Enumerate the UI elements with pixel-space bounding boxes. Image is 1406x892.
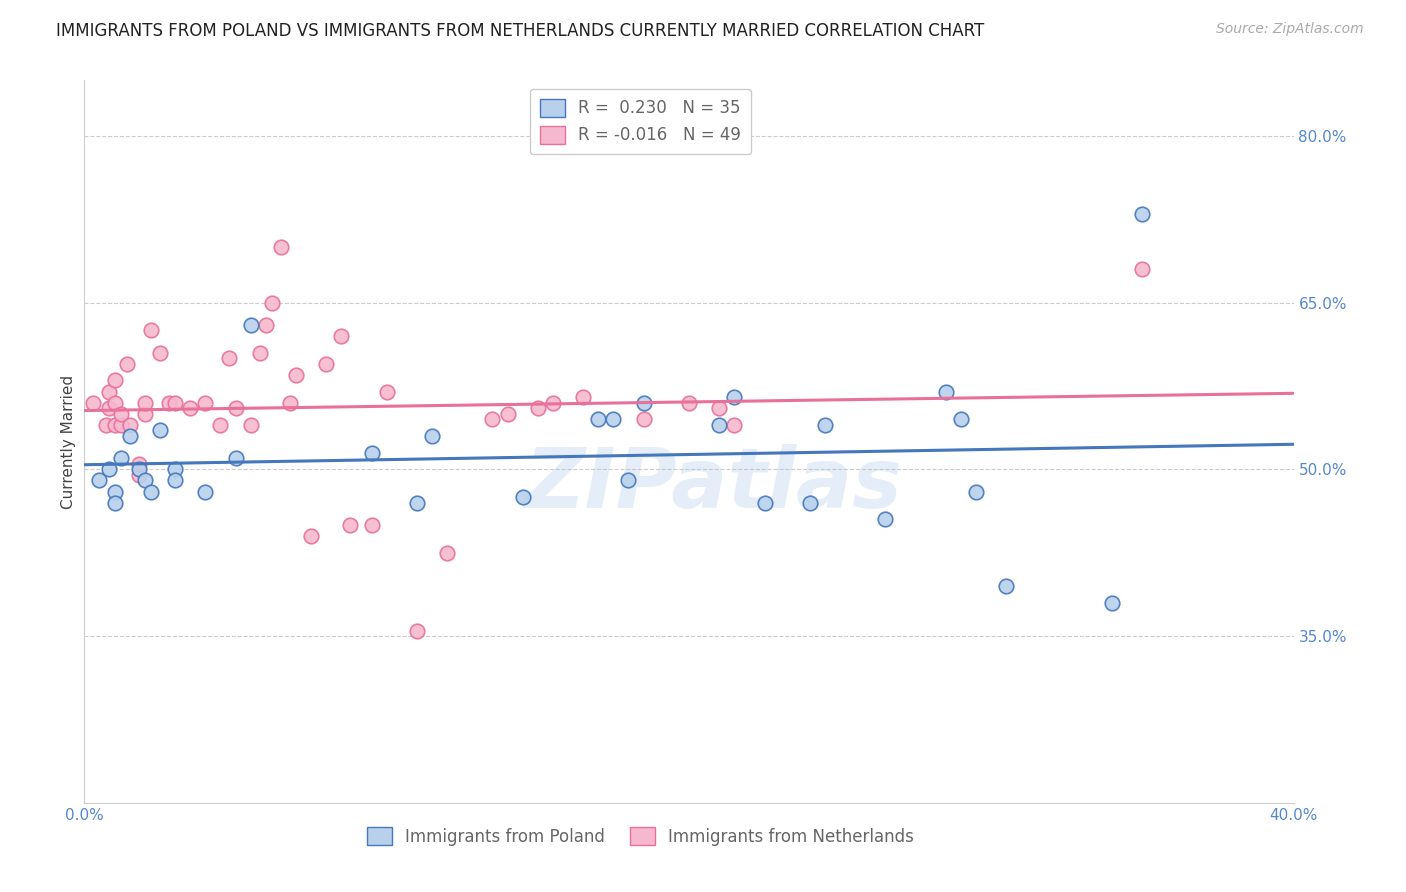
Text: Source: ZipAtlas.com: Source: ZipAtlas.com	[1216, 22, 1364, 37]
Point	[149, 424, 172, 438]
Point	[572, 390, 595, 404]
Point	[165, 395, 187, 409]
Point	[1101, 596, 1123, 610]
Point	[194, 395, 217, 409]
Legend: Immigrants from Poland, Immigrants from Netherlands: Immigrants from Poland, Immigrants from …	[360, 821, 921, 852]
Point	[128, 462, 150, 476]
Point	[104, 373, 127, 387]
Point	[149, 345, 172, 359]
Point	[139, 323, 162, 337]
Point	[225, 451, 247, 466]
Point	[104, 496, 127, 510]
Point	[260, 295, 283, 310]
Point	[299, 529, 322, 543]
Point	[89, 474, 111, 488]
Point	[110, 407, 132, 421]
Point	[225, 401, 247, 416]
Point	[406, 624, 429, 638]
Point	[375, 384, 398, 399]
Point	[315, 357, 337, 371]
Point	[481, 412, 503, 426]
Point	[360, 517, 382, 532]
Point	[139, 484, 162, 499]
Point	[94, 417, 117, 432]
Point	[420, 429, 443, 443]
Point	[512, 490, 534, 504]
Point	[128, 457, 150, 471]
Y-axis label: Currently Married: Currently Married	[60, 375, 76, 508]
Point	[134, 395, 156, 409]
Point	[875, 512, 897, 526]
Point	[97, 462, 120, 476]
Point	[588, 412, 610, 426]
Point	[436, 546, 458, 560]
Point	[254, 318, 277, 332]
Point	[118, 417, 141, 432]
Point	[709, 401, 731, 416]
Point	[209, 417, 232, 432]
Point	[104, 395, 127, 409]
Point	[104, 484, 127, 499]
Point	[541, 395, 564, 409]
Point	[165, 474, 187, 488]
Point	[128, 467, 150, 482]
Point	[965, 484, 987, 499]
Point	[82, 395, 104, 409]
Point	[194, 484, 217, 499]
Point	[678, 395, 700, 409]
Point	[723, 417, 745, 432]
Point	[406, 496, 429, 510]
Point	[1130, 262, 1153, 277]
Point	[179, 401, 201, 416]
Point	[723, 390, 745, 404]
Point	[110, 417, 132, 432]
Point	[118, 429, 141, 443]
Point	[527, 401, 550, 416]
Point	[115, 357, 138, 371]
Text: IMMIGRANTS FROM POLAND VS IMMIGRANTS FROM NETHERLANDS CURRENTLY MARRIED CORRELAT: IMMIGRANTS FROM POLAND VS IMMIGRANTS FRO…	[56, 22, 984, 40]
Point	[239, 417, 262, 432]
Point	[935, 384, 957, 399]
Point	[814, 417, 837, 432]
Point	[97, 384, 120, 399]
Point	[617, 474, 640, 488]
Point	[285, 368, 308, 382]
Point	[165, 462, 187, 476]
Point	[950, 412, 973, 426]
Point	[249, 345, 271, 359]
Point	[97, 401, 120, 416]
Point	[104, 417, 127, 432]
Point	[330, 329, 353, 343]
Text: ZIPatlas: ZIPatlas	[524, 444, 903, 525]
Point	[157, 395, 180, 409]
Point	[239, 318, 262, 332]
Point	[134, 407, 156, 421]
Point	[270, 240, 292, 254]
Point	[110, 451, 132, 466]
Point	[633, 395, 655, 409]
Point	[278, 395, 301, 409]
Point	[360, 445, 382, 459]
Point	[134, 474, 156, 488]
Point	[995, 579, 1018, 593]
Point	[496, 407, 519, 421]
Point	[633, 412, 655, 426]
Point	[218, 351, 240, 366]
Point	[709, 417, 731, 432]
Point	[339, 517, 361, 532]
Point	[754, 496, 776, 510]
Point	[799, 496, 821, 510]
Point	[1130, 207, 1153, 221]
Point	[602, 412, 624, 426]
